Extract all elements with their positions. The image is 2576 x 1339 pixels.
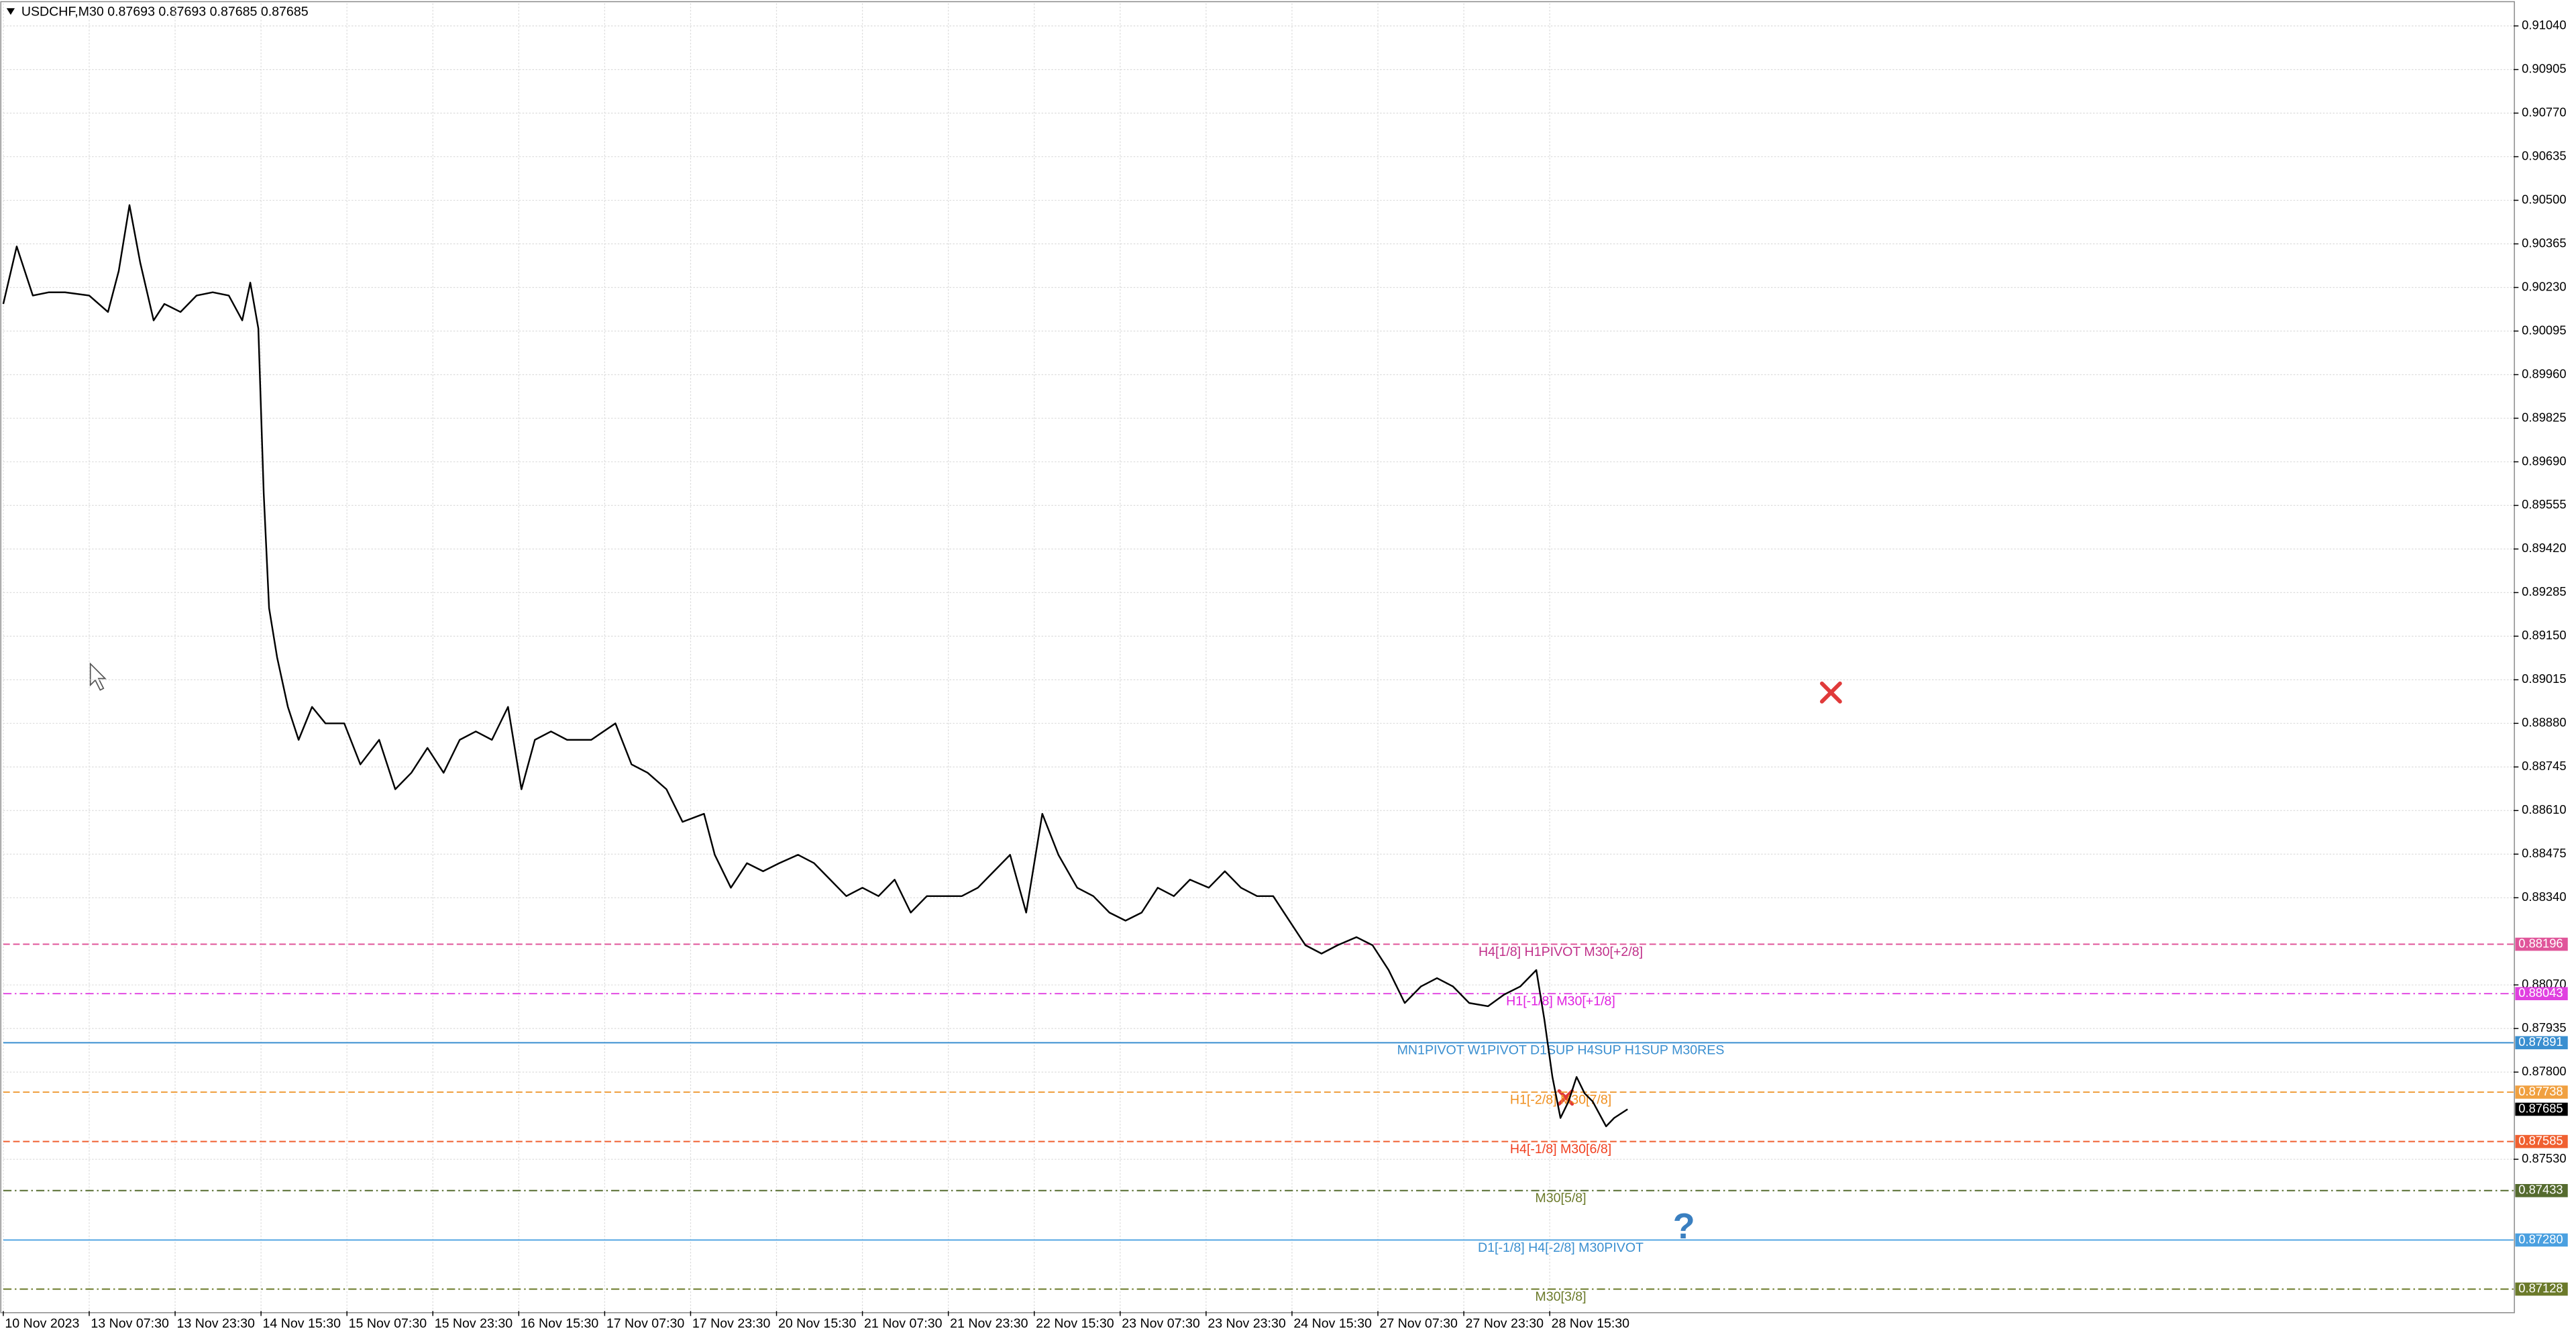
x-tick-label: 15 Nov 07:30 — [349, 1316, 427, 1331]
x-tick-label: 20 Nov 15:30 — [778, 1316, 857, 1331]
x-tick-label: 23 Nov 07:30 — [1122, 1316, 1200, 1331]
level-price: 0.87280 — [2518, 1232, 2563, 1246]
level-price-box — [2515, 987, 2568, 1000]
mouse-cursor — [89, 662, 107, 691]
y-tick-label: 0.90365 — [2522, 235, 2566, 250]
y-tick-label: 0.89825 — [2522, 410, 2566, 424]
x-tick-label: 21 Nov 07:30 — [864, 1316, 943, 1331]
y-tick-label: 0.87800 — [2522, 1064, 2566, 1078]
x-tick-label: 17 Nov 07:30 — [606, 1316, 685, 1331]
y-tick-label: 0.90500 — [2522, 192, 2566, 206]
level-name: M30[3/8] — [1535, 1289, 1586, 1304]
level-name: H1[-1/8] M30[+1/8] — [1506, 994, 1615, 1009]
x-tick-label: 23 Nov 23:30 — [1208, 1316, 1286, 1331]
x-tick-label: 28 Nov 15:30 — [1552, 1316, 1630, 1331]
level-price: 0.87891 — [2518, 1034, 2563, 1049]
level-price-box — [2515, 1134, 2568, 1148]
y-tick-label: 0.89555 — [2522, 497, 2566, 511]
level-price-box — [2515, 1036, 2568, 1050]
current-price: 0.87685 — [2518, 1101, 2563, 1115]
x-tick-label: 21 Nov 23:30 — [950, 1316, 1028, 1331]
y-tick-label: 0.89285 — [2522, 584, 2566, 598]
y-tick-label: 0.89150 — [2522, 628, 2566, 642]
level-price-box — [2515, 1282, 2568, 1296]
price-line — [2, 204, 1628, 1128]
x-tick-label: 15 Nov 23:30 — [435, 1316, 513, 1331]
y-tick-label: 0.89960 — [2522, 366, 2566, 380]
level-price: 0.87433 — [2518, 1183, 2563, 1197]
y-tick-label: 0.88475 — [2522, 846, 2566, 860]
y-tick-label: 0.89015 — [2522, 672, 2566, 686]
level-price: 0.88043 — [2518, 985, 2563, 1000]
level-name: M30[5/8] — [1535, 1191, 1586, 1206]
red-cross-small — [1557, 1089, 1574, 1106]
y-tick-label: 0.90770 — [2522, 105, 2566, 119]
level-price: 0.87738 — [2518, 1084, 2563, 1098]
title-arrow — [6, 8, 15, 15]
level-name: H4[-1/8] M30[6/8] — [1510, 1142, 1611, 1157]
x-tick-label: 13 Nov 23:30 — [176, 1316, 255, 1331]
plot-frame — [0, 1, 2515, 1314]
level-name: H4[1/8] H1PIVOT M30[+2/8] — [1479, 945, 1643, 959]
y-tick-label: 0.91040 — [2522, 17, 2566, 32]
level-name: D1[-1/8] H4[-2/8] M30PIVOT — [1478, 1240, 1644, 1255]
y-tick-label: 0.87935 — [2522, 1020, 2566, 1034]
y-tick-label: 0.88610 — [2522, 802, 2566, 816]
x-tick-label: 27 Nov 07:30 — [1379, 1316, 1458, 1331]
x-tick-label: 24 Nov 15:30 — [1293, 1316, 1372, 1331]
y-tick-label: 0.90095 — [2522, 323, 2566, 337]
x-tick-label: 27 Nov 23:30 — [1466, 1316, 1544, 1331]
level-price-box — [2515, 937, 2568, 951]
x-tick-label: 22 Nov 15:30 — [1036, 1316, 1114, 1331]
level-name: MN1PIVOT W1PIVOT D1SUP H4SUP H1SUP M30RE… — [1397, 1043, 1725, 1058]
level-price-box — [2515, 1183, 2568, 1197]
red-cross — [1819, 681, 1842, 704]
y-tick-label: 0.89420 — [2522, 541, 2566, 555]
level-price: 0.88196 — [2518, 936, 2563, 950]
x-tick-label: 16 Nov 15:30 — [521, 1316, 599, 1331]
level-price: 0.87585 — [2518, 1133, 2563, 1147]
y-tick-label: 0.89690 — [2522, 453, 2566, 468]
x-tick-label: 14 Nov 15:30 — [263, 1316, 341, 1331]
y-tick-label: 0.90635 — [2522, 148, 2566, 162]
y-tick-label: 0.88880 — [2522, 715, 2566, 729]
y-tick-label: 0.87530 — [2522, 1151, 2566, 1165]
x-tick-label: 10 Nov 2023 — [5, 1316, 79, 1331]
y-tick-label: 0.88340 — [2522, 890, 2566, 904]
x-tick-label: 13 Nov 07:30 — [91, 1316, 169, 1331]
level-price-box — [2515, 1085, 2568, 1099]
y-tick-label: 0.90905 — [2522, 61, 2566, 75]
x-tick-label: 17 Nov 23:30 — [692, 1316, 771, 1331]
chart-title: USDCHF,M30 0.87693 0.87693 0.87685 0.876… — [21, 5, 309, 19]
level-price-box — [2515, 1233, 2568, 1247]
current-price-box — [2515, 1102, 2568, 1116]
y-tick-label: 0.88745 — [2522, 759, 2566, 773]
level-name: H1[-2/8] M30[7/8] — [1510, 1092, 1611, 1107]
level-price: 0.87128 — [2518, 1281, 2563, 1295]
y-tick-label: 0.90230 — [2522, 279, 2566, 293]
